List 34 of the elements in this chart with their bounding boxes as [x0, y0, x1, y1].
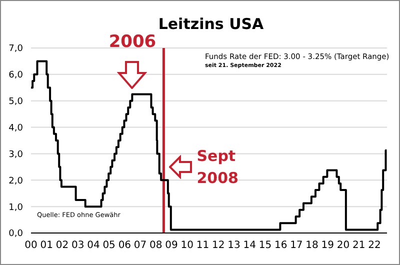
x-tick-label: 12 [212, 240, 225, 252]
annotation: 2006 [108, 32, 158, 52]
y-tick-label: 4,0 [8, 123, 24, 134]
x-tick-label: 08 [150, 240, 162, 252]
x-tick-label: 13 [228, 240, 240, 252]
x-tick-label: 18 [306, 240, 318, 252]
x-tick-label: 19 [321, 240, 334, 252]
chart-title: Leitzins USA [157, 15, 265, 33]
x-tick-label: 06 [118, 240, 132, 252]
x-tick-label: 00 [24, 240, 38, 252]
x-tick-label: 16 [274, 240, 288, 252]
x-tick-label: 14 [243, 240, 256, 252]
x-tick-label: 01 [40, 240, 53, 252]
y-tick-label: 7,0 [8, 44, 24, 54]
y-tick-label: 5,0 [8, 97, 24, 108]
y-tick-label: 2,0 [8, 176, 24, 186]
annotation: Sept 2008 [196, 146, 240, 189]
x-tick-label: 20 [336, 240, 350, 252]
x-tick-label: 04 [87, 240, 100, 252]
y-tick-label: 1,0 [8, 202, 24, 213]
x-tick-label: 10 [180, 240, 194, 252]
x-tick-label: 05 [102, 240, 116, 252]
y-tick-label: 3,0 [8, 150, 24, 160]
x-tick-label: 02 [56, 240, 69, 252]
x-tick-label: 03 [71, 240, 84, 252]
y-tick-label: 6,0 [8, 70, 24, 81]
x-tick-label: 07 [134, 240, 147, 252]
x-tick-label: 15 [258, 240, 272, 252]
y-tick-label: 0,0 [8, 229, 24, 240]
x-tick-label: 21 [352, 240, 366, 252]
x-tick-label: 11 [196, 240, 210, 252]
x-tick-label: 22 [368, 240, 381, 252]
x-tick-label: 09 [165, 240, 178, 252]
x-tick-label: 17 [290, 240, 303, 252]
